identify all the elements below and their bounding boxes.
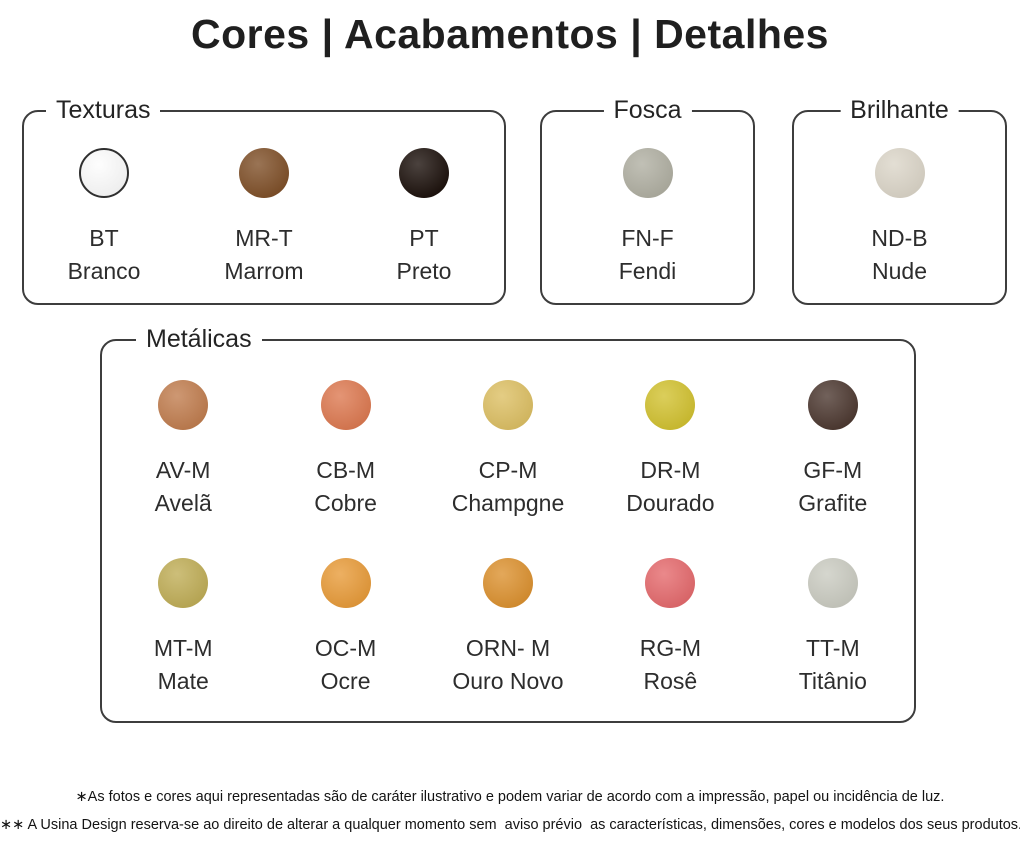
brilhante-swatch-row: ND-B Nude	[794, 112, 1005, 286]
swatch-name-ocm: Ocre	[320, 668, 371, 694]
swatch-code-bt: BT	[89, 225, 119, 251]
swatch-dot-drm	[645, 380, 696, 430]
swatch-name-bt: Branco	[67, 258, 141, 284]
swatch-dot-cpm	[482, 380, 533, 430]
metalicas-row-1: AV-M Avelã CB-M Cobre CP-M Champgne DR-M…	[102, 341, 914, 518]
panel-fosca-title: Fosca	[603, 95, 692, 125]
swatch-bt: BT Branco	[24, 148, 184, 286]
swatch-name-gfm: Grafite	[798, 490, 868, 516]
footnote-line-2: ∗∗ A Usina Design reserva-se ao direito …	[0, 817, 1020, 833]
swatch-code-cbm: CB-M	[316, 457, 375, 483]
swatch-name-ttm: Titânio	[798, 668, 867, 694]
swatch-name-ornm: Ouro Novo	[452, 668, 564, 694]
panel-metalicas-title: Metálicas	[136, 324, 262, 354]
swatch-fnf: FN-F Fendi	[542, 148, 753, 286]
metalicas-row-2: MT-M Mate OC-M Ocre ORN- M Ouro Novo RG-…	[102, 558, 914, 696]
swatch-dot-mrt	[239, 148, 289, 198]
swatch-ornm: ORN- M Ouro Novo	[427, 558, 589, 696]
swatch-drm: DR-M Dourado	[589, 380, 751, 518]
swatch-name-mrt: Marrom	[224, 258, 304, 284]
swatch-dot-gfm	[807, 380, 858, 430]
panel-metalicas: Metálicas AV-M Avelã CB-M Cobre CP-M Cha…	[100, 324, 916, 723]
swatch-avm: AV-M Avelã	[102, 380, 264, 518]
panel-texturas: Texturas BT Branco MR-T Marrom PT Preto	[22, 95, 506, 305]
swatch-code-ocm: OC-M	[314, 635, 377, 661]
swatch-dot-mtm	[158, 558, 209, 608]
swatch-code-gfm: GF-M	[803, 457, 863, 483]
panel-texturas-title: Texturas	[46, 95, 161, 125]
footnotes: ∗As fotos e cores aqui representadas são…	[0, 783, 1020, 839]
swatch-dot-ornm	[482, 558, 533, 608]
swatch-name-cbm: Cobre	[314, 490, 377, 516]
swatch-code-mrt: MR-T	[235, 225, 293, 251]
swatch-name-pt: Preto	[396, 258, 452, 284]
swatch-code-pt: PT	[409, 225, 439, 251]
swatch-mtm: MT-M Mate	[102, 558, 264, 696]
swatch-dot-cbm	[320, 380, 371, 430]
swatch-code-fnf: FN-F	[621, 225, 674, 251]
swatch-name-fnf: Fendi	[618, 258, 677, 284]
swatch-dot-fnf	[622, 148, 673, 198]
swatch-pt: PT Preto	[344, 148, 504, 286]
swatch-name-drm: Dourado	[626, 490, 715, 516]
panel-brilhante-title: Brilhante	[840, 95, 959, 125]
swatch-dot-ocm	[320, 558, 371, 608]
swatch-code-ornm: ORN- M	[465, 635, 551, 661]
swatch-name-avm: Avelã	[154, 490, 212, 516]
swatch-name-ndb: Nude	[872, 258, 927, 284]
swatch-dot-rgm	[645, 558, 696, 608]
texturas-swatch-row: BT Branco MR-T Marrom PT Preto	[24, 112, 504, 286]
swatch-ocm: OC-M Ocre	[264, 558, 426, 696]
swatch-code-ndb: ND-B	[871, 225, 928, 251]
swatch-code-rgm: RG-M	[639, 635, 702, 661]
swatch-name-rgm: Rosê	[643, 668, 698, 694]
swatch-dot-ndb	[874, 148, 925, 198]
page-title: Cores | Acabamentos | Detalhes	[191, 11, 829, 57]
swatch-gfm: GF-M Grafite	[752, 380, 914, 518]
swatch-code-avm: AV-M	[155, 457, 211, 483]
swatch-rgm: RG-M Rosê	[589, 558, 751, 696]
swatch-code-mtm: MT-M	[153, 635, 213, 661]
swatch-mrt: MR-T Marrom	[184, 148, 344, 286]
swatch-dot-avm	[158, 380, 209, 430]
swatch-code-drm: DR-M	[640, 457, 701, 483]
swatch-ndb: ND-B Nude	[794, 148, 1005, 286]
swatch-cbm: CB-M Cobre	[264, 380, 426, 518]
swatch-ttm: TT-M Titânio	[752, 558, 914, 696]
panel-fosca: Fosca FN-F Fendi	[540, 95, 755, 305]
swatch-name-cpm: Champgne	[451, 490, 565, 516]
swatch-dot-pt	[399, 148, 449, 198]
swatch-code-cpm: CP-M	[478, 457, 538, 483]
panel-brilhante: Brilhante ND-B Nude	[792, 95, 1007, 305]
swatch-code-ttm: TT-M	[805, 635, 860, 661]
swatch-cpm: CP-M Champgne	[427, 380, 589, 518]
swatch-name-mtm: Mate	[157, 668, 209, 694]
fosca-swatch-row: FN-F Fendi	[542, 112, 753, 286]
footnote-line-1: ∗As fotos e cores aqui representadas são…	[75, 789, 945, 805]
swatch-dot-bt	[79, 148, 129, 198]
swatch-dot-ttm	[807, 558, 858, 608]
